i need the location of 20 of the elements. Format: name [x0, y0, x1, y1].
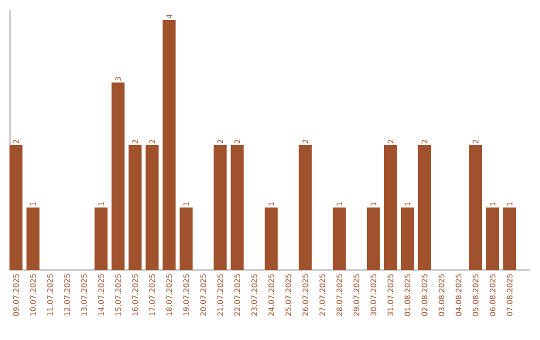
bar — [94, 208, 108, 270]
bar — [162, 20, 176, 270]
bar — [486, 208, 500, 270]
bar — [418, 144, 431, 270]
bar — [503, 208, 516, 270]
bar — [384, 144, 397, 270]
bar — [9, 144, 22, 270]
bar — [180, 208, 193, 270]
bar — [128, 144, 142, 270]
bar — [214, 144, 227, 270]
bar — [230, 144, 244, 270]
bar — [264, 208, 278, 270]
bar — [146, 144, 159, 270]
bar — [469, 144, 482, 270]
bar — [26, 208, 40, 270]
bar — [400, 208, 414, 270]
bar — [298, 144, 312, 270]
bar — [366, 208, 380, 270]
bar — [112, 82, 125, 270]
bar — [332, 208, 346, 270]
